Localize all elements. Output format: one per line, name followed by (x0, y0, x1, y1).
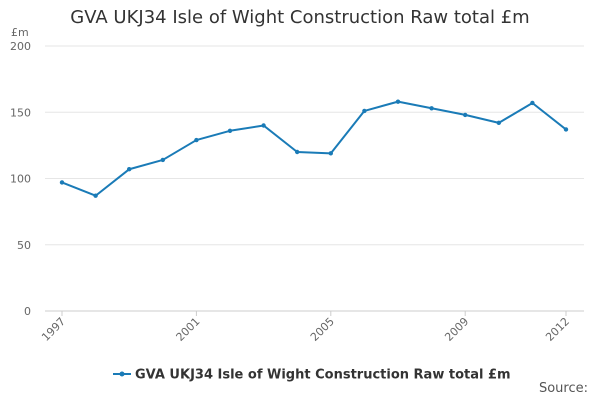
x-tick-label: 2005 (308, 315, 337, 344)
source-label: Source: (538, 381, 588, 396)
grid-lines (45, 45, 584, 246)
x-axis-ticks: 1997 2001 2005 2009 2012 (39, 311, 572, 344)
data-point[interactable] (362, 108, 367, 114)
data-point[interactable] (295, 149, 300, 155)
y-tick-label: 100 (10, 173, 31, 186)
chart-title: GVA UKJ34 Isle of Wight Construction Raw… (70, 7, 530, 28)
legend-label: GVA UKJ34 Isle of Wight Construction Raw… (135, 368, 511, 383)
x-tick-label: 2001 (174, 315, 203, 344)
data-point[interactable] (395, 99, 401, 104)
x-tick-label: 1997 (39, 315, 68, 344)
y-tick-label: 0 (24, 305, 31, 318)
x-tick-label: 2012 (543, 315, 572, 344)
series-layer (59, 99, 569, 198)
data-point[interactable] (429, 106, 434, 111)
data-point[interactable] (127, 167, 132, 172)
series-line (61, 100, 567, 197)
data-point[interactable] (194, 137, 199, 143)
legend-point-marker (119, 371, 125, 377)
data-point[interactable] (261, 123, 266, 128)
y-axis-tick-labels: 0 50 100 150 200 (10, 40, 31, 318)
legend[interactable]: GVA UKJ34 Isle of Wight Construction Raw… (113, 368, 511, 383)
data-point[interactable] (530, 100, 535, 106)
y-tick-label: 200 (10, 40, 31, 53)
data-point[interactable] (93, 193, 98, 198)
y-axis-unit-label: £m (11, 26, 29, 39)
x-tick-label: 2009 (442, 315, 471, 344)
data-point[interactable] (563, 127, 569, 132)
data-point[interactable] (227, 128, 233, 133)
y-tick-label: 50 (17, 239, 31, 252)
data-point[interactable] (160, 157, 165, 163)
data-point[interactable] (328, 151, 333, 156)
data-point[interactable] (59, 180, 65, 185)
y-tick-label: 150 (10, 106, 31, 119)
data-point[interactable] (496, 120, 501, 126)
data-point[interactable] (463, 112, 468, 118)
